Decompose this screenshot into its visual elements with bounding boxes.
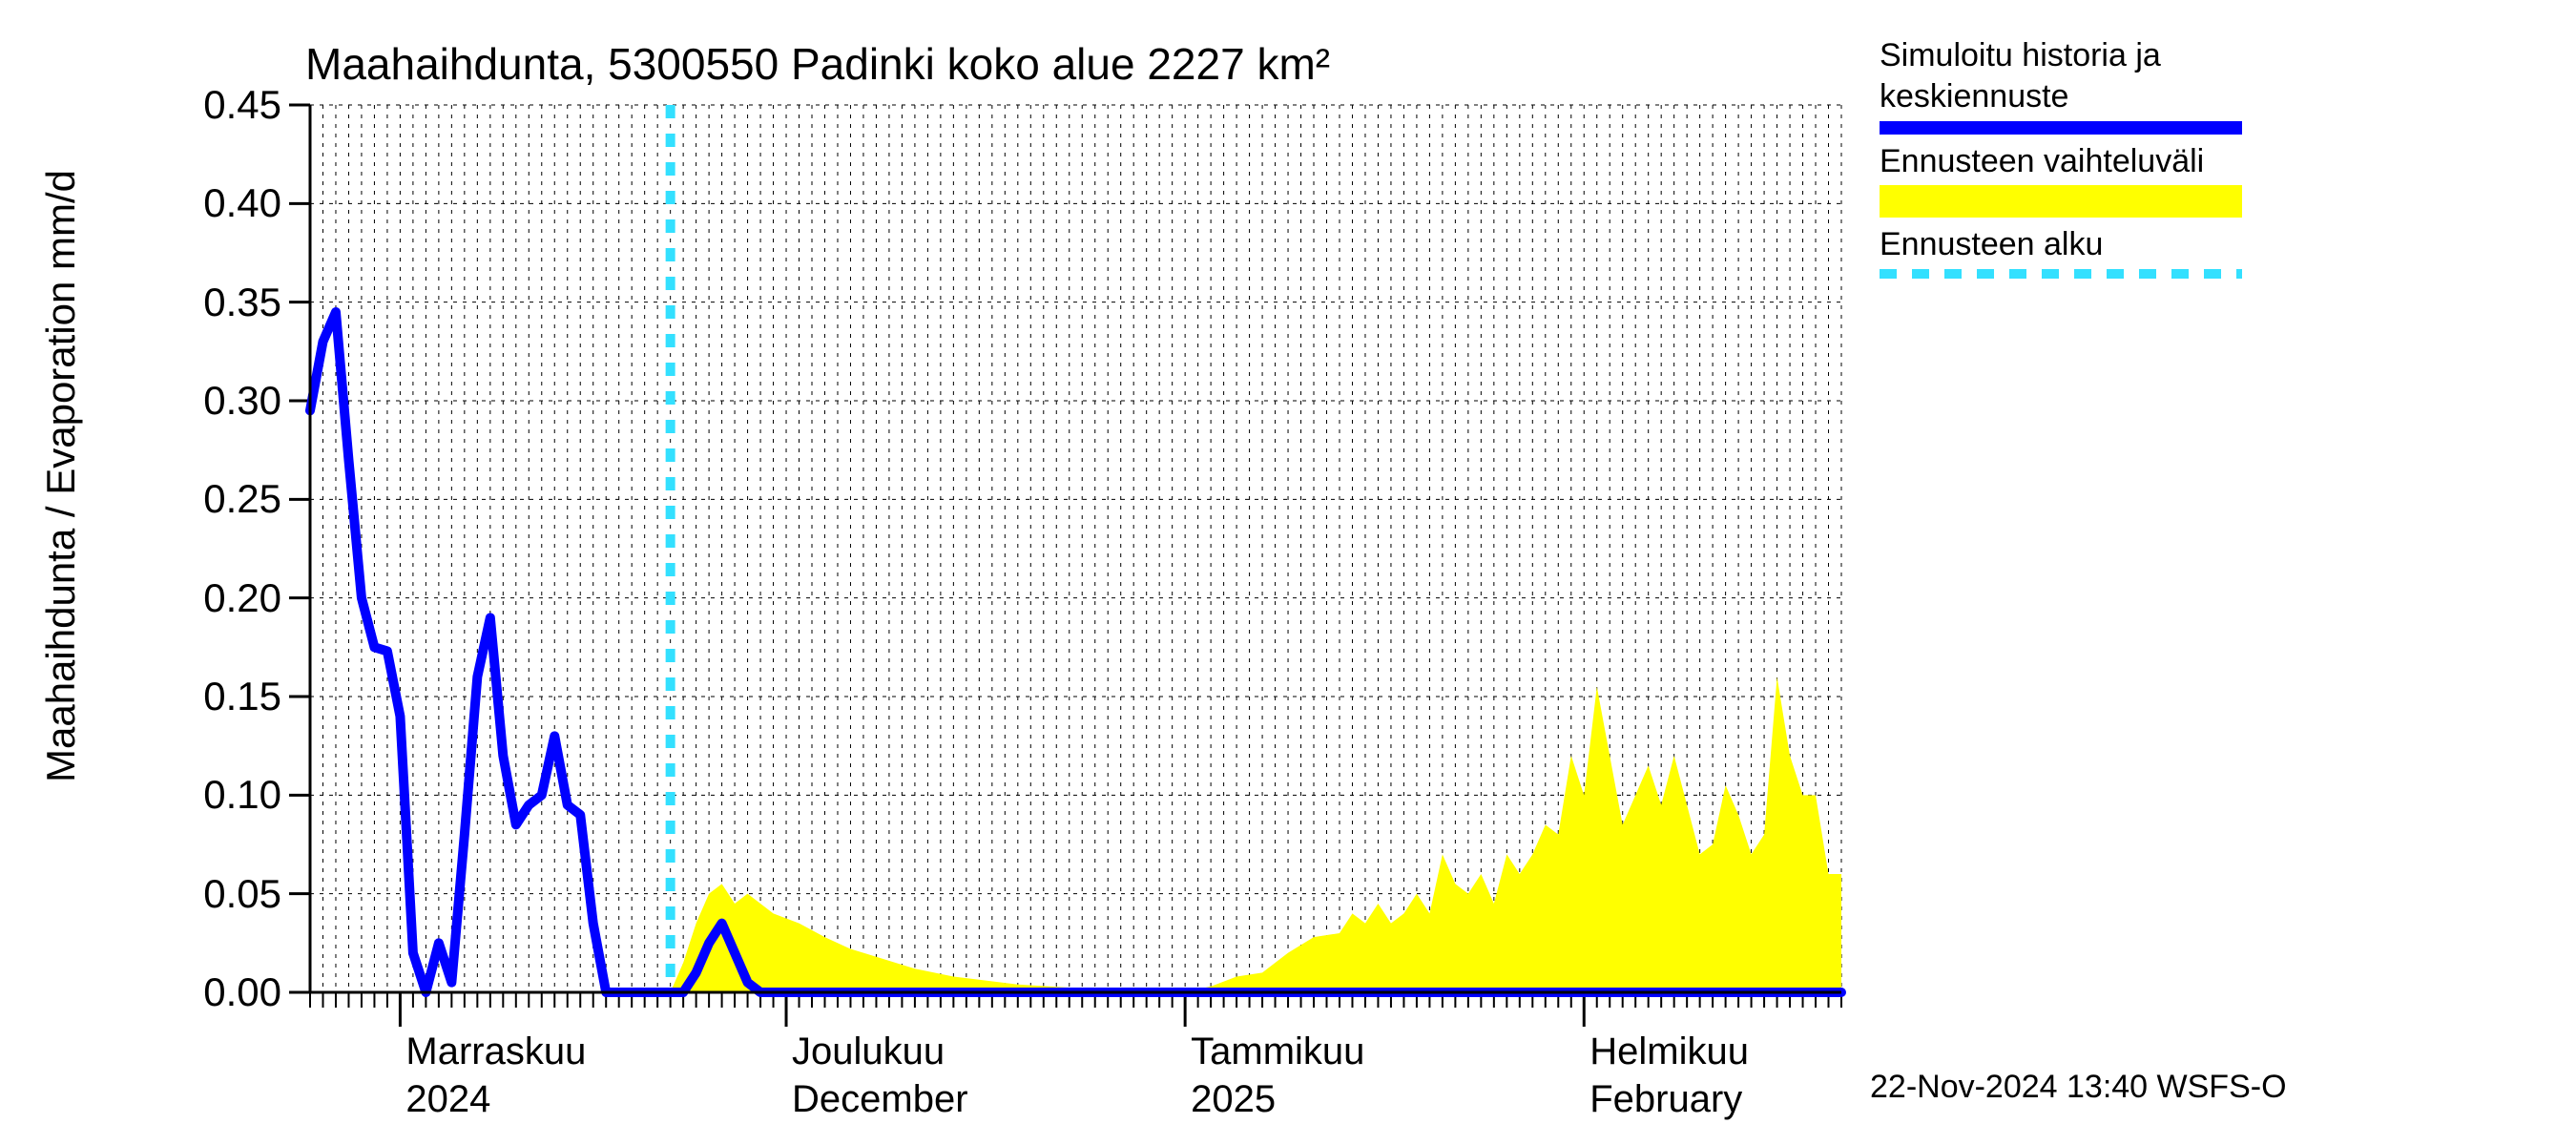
- x-tick-label-bottom: December: [792, 1078, 968, 1121]
- legend-swatch-blue-line: [1880, 121, 2242, 135]
- legend-band-label: Ennusteen vaihteluväli: [1880, 144, 2547, 179]
- y-tick-label: 0.05: [138, 871, 281, 917]
- y-tick-label: 0.30: [138, 378, 281, 424]
- x-tick-label-bottom: 2025: [1191, 1078, 1276, 1121]
- y-tick-label: 0.20: [138, 575, 281, 621]
- y-tick-label: 0.35: [138, 280, 281, 325]
- legend: Simuloitu historia ja keskiennuste Ennus…: [1880, 38, 2547, 288]
- y-tick-label: 0.45: [138, 82, 281, 128]
- y-tick-label: 0.40: [138, 180, 281, 226]
- y-tick-label: 0.00: [138, 969, 281, 1015]
- legend-start-label: Ennusteen alku: [1880, 227, 2547, 262]
- y-tick-label: 0.15: [138, 674, 281, 719]
- x-tick-label-top: Tammikuu: [1191, 1030, 1364, 1073]
- forecast-band: [671, 677, 1841, 992]
- chart-root: { "title": "Maahaihdunta, 5300550 Padink…: [0, 0, 2576, 1145]
- x-tick-label-bottom: 2024: [405, 1078, 490, 1121]
- legend-swatch-yellow-band: [1880, 185, 2242, 218]
- footer-timestamp: 22-Nov-2024 13:40 WSFS-O: [1870, 1069, 2287, 1106]
- x-tick-label-top: Joulukuu: [792, 1030, 945, 1073]
- legend-sim-line2: keskiennuste: [1880, 79, 2547, 114]
- x-tick-label-top: Marraskuu: [405, 1030, 586, 1073]
- legend-swatch-cyan-dash: [1880, 269, 2242, 279]
- y-tick-label: 0.10: [138, 772, 281, 818]
- legend-sim-line1: Simuloitu historia ja: [1880, 38, 2547, 73]
- x-tick-label-top: Helmikuu: [1589, 1030, 1749, 1073]
- y-tick-label: 0.25: [138, 476, 281, 522]
- x-tick-label-bottom: February: [1589, 1078, 1742, 1121]
